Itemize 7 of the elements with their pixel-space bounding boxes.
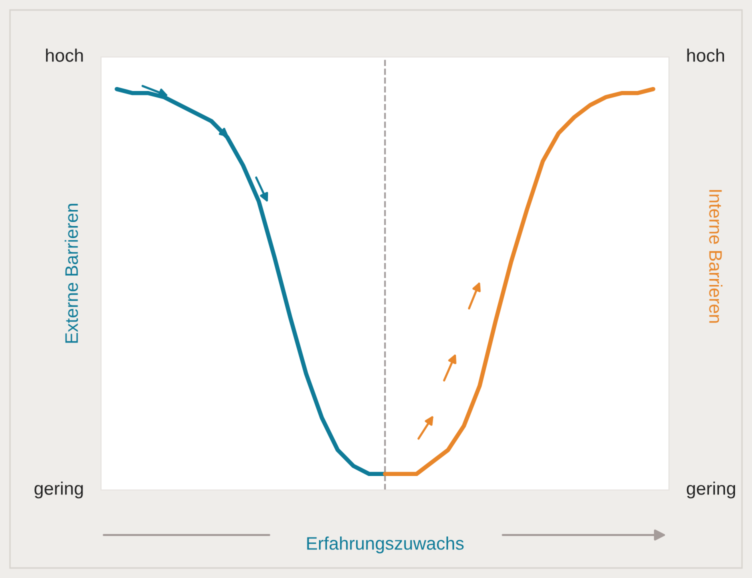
text: hoch: [46, 48, 83, 62]
text: gering: [34, 482, 83, 498]
y-axis-title: Externe Barrieren: [64, 204, 78, 343]
text: gering: [686, 482, 736, 498]
x-axis-title: Erfahrungszuwachs: [307, 536, 464, 554]
text: hoch: [687, 48, 724, 62]
y2-axis-title: Interne Barrieren: [709, 190, 722, 323]
